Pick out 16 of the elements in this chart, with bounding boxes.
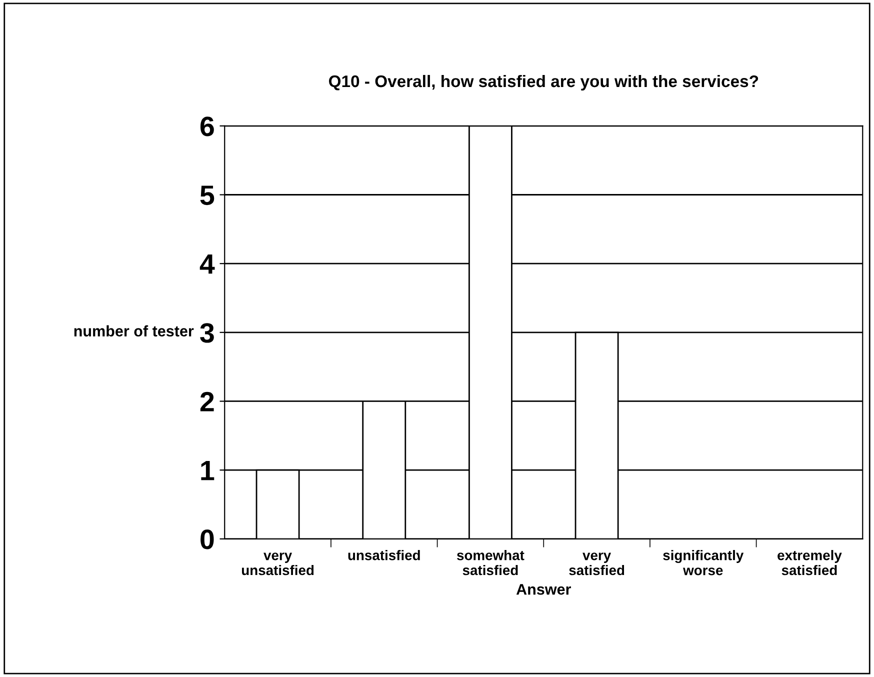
y-tick-label: 5 bbox=[200, 186, 214, 206]
chart-title: Q10 - Overall, how satisfied are you with the services? bbox=[328, 74, 758, 90]
y-tick-label: 3 bbox=[200, 323, 214, 343]
x-tick-label: significantly worse bbox=[663, 550, 744, 576]
x-tick-label: very satisfied bbox=[569, 552, 624, 576]
x-tick-label: unsatisfied bbox=[348, 550, 420, 560]
y-tick-label: 4 bbox=[200, 254, 215, 274]
y-tick-label: 6 bbox=[200, 116, 214, 136]
x-tick-label: very unsatisfied bbox=[242, 552, 314, 576]
y-tick-label: 1 bbox=[201, 461, 214, 480]
x-axis-title: Answer bbox=[516, 584, 571, 595]
y-tick-label: 0 bbox=[200, 530, 214, 550]
y-axis-title: number of tester bbox=[74, 325, 194, 337]
y-tick-label: 2 bbox=[200, 392, 214, 412]
x-tick-label: somewhat satisfied bbox=[456, 550, 524, 576]
x-tick-label: extremely satisfied bbox=[778, 550, 842, 576]
